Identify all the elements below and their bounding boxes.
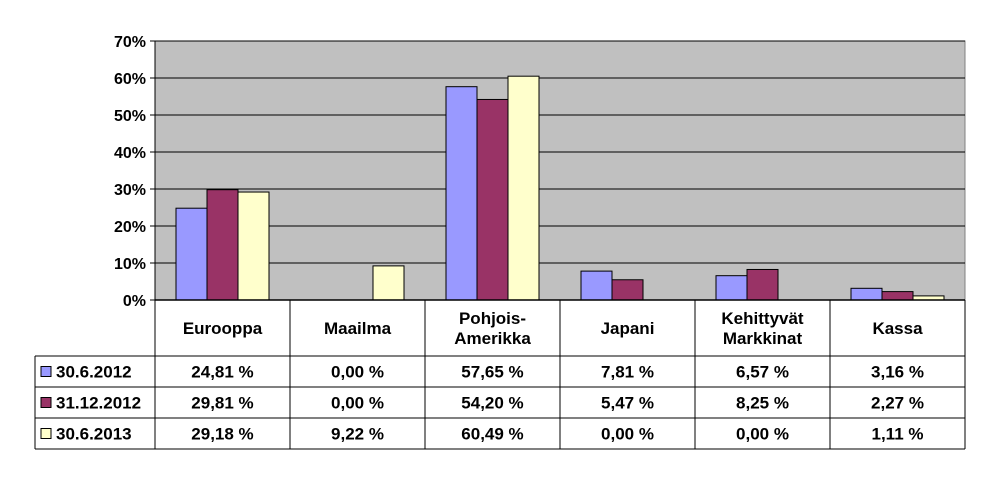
table-cell-value: 0,00 % <box>601 425 654 444</box>
category-label: Kehittyvät <box>721 309 804 328</box>
table-cell-value: 0,00 % <box>331 394 384 413</box>
legend-swatch <box>40 428 52 439</box>
table-cell-value: 3,16 % <box>871 363 924 382</box>
bar <box>715 275 748 301</box>
category-label: Japani <box>601 319 655 338</box>
bar <box>476 98 509 301</box>
bar <box>881 291 914 301</box>
table-cell-value: 0,00 % <box>736 425 789 444</box>
category-label: Maailma <box>324 319 392 338</box>
y-tick-label: 30% <box>114 182 146 199</box>
bar <box>850 287 883 301</box>
table-cell-value: 29,81 % <box>191 394 253 413</box>
category-label: Markkinat <box>723 329 803 348</box>
legend-label: 31.12.2012 <box>56 394 141 413</box>
legend-label: 30.6.2013 <box>56 425 132 444</box>
table-cell-value: 54,20 % <box>461 394 523 413</box>
plot-area <box>154 40 966 301</box>
table-cell-value: 1,11 % <box>872 425 924 444</box>
y-axis: 0% 10% 20% 30% 40% 50% 60% 70% <box>114 34 156 310</box>
y-tick-label: 70% <box>114 34 146 51</box>
category-label: Pohjois- <box>459 309 526 328</box>
category-label: Kassa <box>872 319 923 338</box>
category-label: Amerikka <box>454 329 531 348</box>
legend-swatch <box>40 397 52 408</box>
table-cell-value: 0,00 % <box>331 363 384 382</box>
category-label: Eurooppa <box>183 319 263 338</box>
table-cell-value: 29,18 % <box>191 425 253 444</box>
table-cell-value: 5,47 % <box>601 394 654 413</box>
table-cell-value: 9,22 % <box>331 425 384 444</box>
y-tick-label: 20% <box>114 219 146 236</box>
table-cell-value: 24,81 % <box>191 363 253 382</box>
bar <box>372 265 405 301</box>
legend-label: 30.6.2012 <box>56 363 132 382</box>
bar <box>206 189 239 301</box>
table-cell-value: 7,81 % <box>601 363 654 382</box>
bars <box>175 75 945 301</box>
y-tick-label: 50% <box>114 108 146 125</box>
bar <box>611 279 644 301</box>
table-cell-value: 6,57 % <box>736 363 789 382</box>
legend-swatch <box>40 366 52 377</box>
y-tick-label: 0% <box>123 293 146 310</box>
table-cell-value: 60,49 % <box>461 425 523 444</box>
gridlines <box>155 40 965 264</box>
data-table: Eurooppa Maailma Pohjois-Amerikka Japani Keh… <box>34 299 966 450</box>
table-cell-value: 57,65 % <box>461 363 523 382</box>
y-tick-label: 40% <box>114 145 146 162</box>
bar <box>445 86 478 301</box>
table-cell-value: 2,27 % <box>871 394 924 413</box>
y-tick-label: 60% <box>114 71 146 88</box>
y-tick-label: 10% <box>114 256 146 273</box>
table-cell-value: 8,25 % <box>736 394 789 413</box>
bar <box>175 207 208 301</box>
bar <box>746 268 779 301</box>
bar <box>507 75 540 301</box>
bar <box>237 191 270 301</box>
bar <box>580 270 613 301</box>
